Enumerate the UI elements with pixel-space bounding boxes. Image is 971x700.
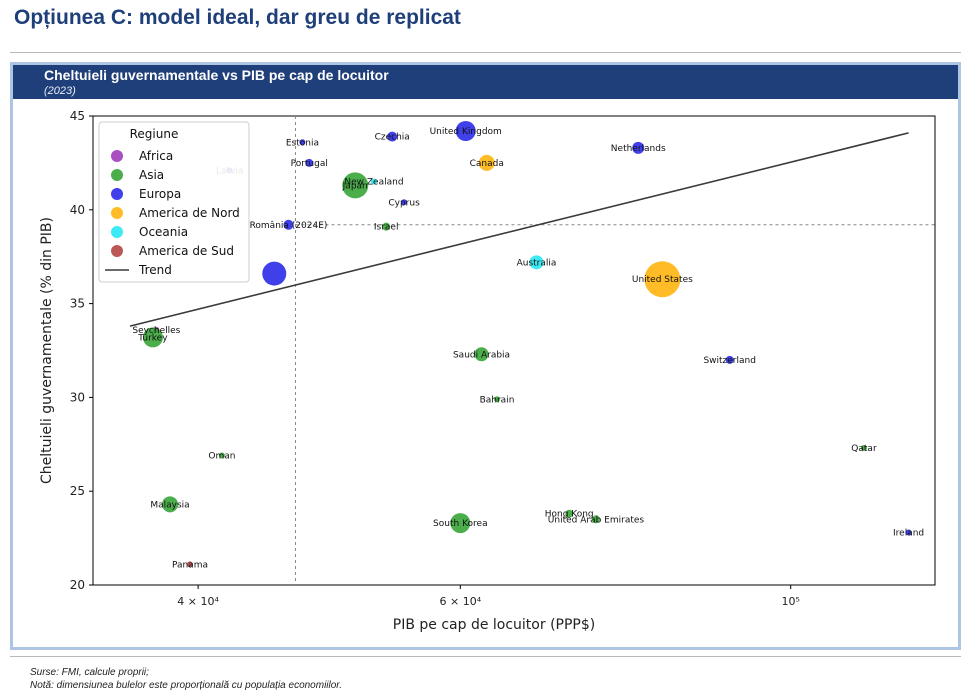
bubble-hong-kong xyxy=(565,509,574,518)
point-label: Cyprus xyxy=(388,198,420,208)
point-label: Seychelles xyxy=(132,326,180,336)
legend-entry: Trend xyxy=(138,263,172,277)
legend-entry: Africa xyxy=(139,149,173,163)
scatter-chart: 20 25 30 35 40 45 4 × 10⁴ 6 × 10⁴ 10⁵ PIB pe cap … xyxy=(39,109,936,633)
legend-entry: Asia xyxy=(139,168,164,182)
x-tick-label: 6 × 10⁴ xyxy=(440,595,482,608)
y-tick-label: 40 xyxy=(70,203,85,217)
point-label: New Zealand xyxy=(344,178,403,188)
top-divider xyxy=(10,52,961,53)
legend-swatch xyxy=(111,188,123,200)
x-axis-label: PIB pe cap de locuitor (PPP$) xyxy=(393,617,595,633)
point-label: United Kingdom xyxy=(430,127,502,137)
bubble-cyprus xyxy=(401,199,408,206)
legend-swatch xyxy=(111,226,123,238)
legend-swatch xyxy=(111,245,123,257)
bubble-panama xyxy=(186,561,193,568)
bubble-estonia xyxy=(299,139,306,146)
slide-title: Opțiunea C: model ideal, dar greu de rep… xyxy=(14,6,461,29)
bubble-saudi-arabia xyxy=(474,347,489,362)
chart-header-bar xyxy=(13,65,958,99)
point-label: Panama xyxy=(172,560,208,570)
point-label: Saudi Arabia xyxy=(453,350,510,360)
legend-entry: Europa xyxy=(139,187,181,201)
bubble-netherlands xyxy=(632,141,645,154)
point-label: Netherlands xyxy=(611,144,666,154)
plot-area: 20 25 30 35 40 45 4 × 10⁴ 6 × 10⁴ 10⁵ PIB pe cap … xyxy=(13,99,958,647)
y-tick-label: 30 xyxy=(70,390,85,404)
legend-entry: Oceania xyxy=(139,225,188,239)
legend-box xyxy=(98,121,250,283)
point-label: Bahrain xyxy=(480,395,515,405)
bubble-israel xyxy=(382,222,391,231)
bubble-canada xyxy=(478,154,495,171)
point-label: Canada xyxy=(470,159,504,169)
legend-swatch xyxy=(111,150,123,162)
bubble-bahrain xyxy=(493,396,500,403)
legend-swatch xyxy=(111,207,123,219)
bubble-united-states xyxy=(644,261,681,298)
bubble-united-arab-emirates xyxy=(591,515,600,524)
bubble-ireland xyxy=(905,529,912,536)
x-tick-label: 10⁵ xyxy=(781,595,799,608)
legend-title: Regiune xyxy=(130,127,179,141)
legend-swatch xyxy=(111,169,123,181)
bubble-oman xyxy=(218,452,225,459)
point-label: Japan xyxy=(342,181,368,191)
y-axis-label: Cheltuieli guvernamentale (% din PIB) xyxy=(39,217,55,484)
bubble-switzerland xyxy=(725,355,734,364)
bubble-rom-nia-2024e- xyxy=(283,219,294,230)
point-label: Estonia xyxy=(286,138,319,148)
point-label: Qatar xyxy=(851,444,877,454)
chart-title: Cheltuieli guvernamentale vs PIB pe cap … xyxy=(44,67,389,83)
bubble-new-zealand xyxy=(370,178,377,185)
y-tick-label: 20 xyxy=(70,578,85,592)
bubble-size-note: Notă: dimensiunea bulelor este proporțio… xyxy=(30,680,343,691)
point-label: România (2024E) xyxy=(250,221,328,231)
point-label: Hong Kong xyxy=(545,510,594,520)
bubble-czechia xyxy=(387,131,398,142)
bubble-united-kingdom xyxy=(455,121,476,142)
bubble-turkey xyxy=(142,327,163,348)
trend-line xyxy=(129,132,909,327)
bubble-south-korea xyxy=(450,513,471,534)
bubble-japan xyxy=(342,172,369,199)
source-note: Surse: FMI, calcule proprii; xyxy=(30,667,149,678)
legend-entry: America de Nord xyxy=(139,206,240,220)
point-label: Switzerland xyxy=(703,356,756,366)
point-label: Australia xyxy=(517,258,557,268)
point-label: South Korea xyxy=(433,519,488,529)
point-label: Oman xyxy=(208,452,235,462)
y-tick-label: 35 xyxy=(70,297,85,311)
x-tick-label: 4 × 10⁴ xyxy=(177,595,219,608)
point-label: Czechia xyxy=(375,133,410,143)
legend-entry: America de Sud xyxy=(139,244,234,258)
bubble-portugal xyxy=(305,158,314,167)
point-label: Turkey xyxy=(137,333,168,343)
point-label: United States xyxy=(632,275,693,285)
point-label: Portugal xyxy=(291,159,328,169)
point-label: Israel xyxy=(374,223,399,233)
point-label: Malaysia xyxy=(150,500,189,510)
bubble-qatar xyxy=(860,445,867,452)
point-label: United Arab Emirates xyxy=(548,515,645,525)
y-tick-label: 25 xyxy=(70,484,85,498)
point-label: Ireland xyxy=(893,528,924,538)
y-tick-label: 45 xyxy=(70,109,85,123)
bubble-unlabeled xyxy=(262,261,287,286)
bubble-malaysia xyxy=(162,496,179,513)
bubble-australia xyxy=(529,255,544,270)
bottom-divider xyxy=(10,656,961,657)
chart-subtitle: (2023) xyxy=(44,85,76,97)
